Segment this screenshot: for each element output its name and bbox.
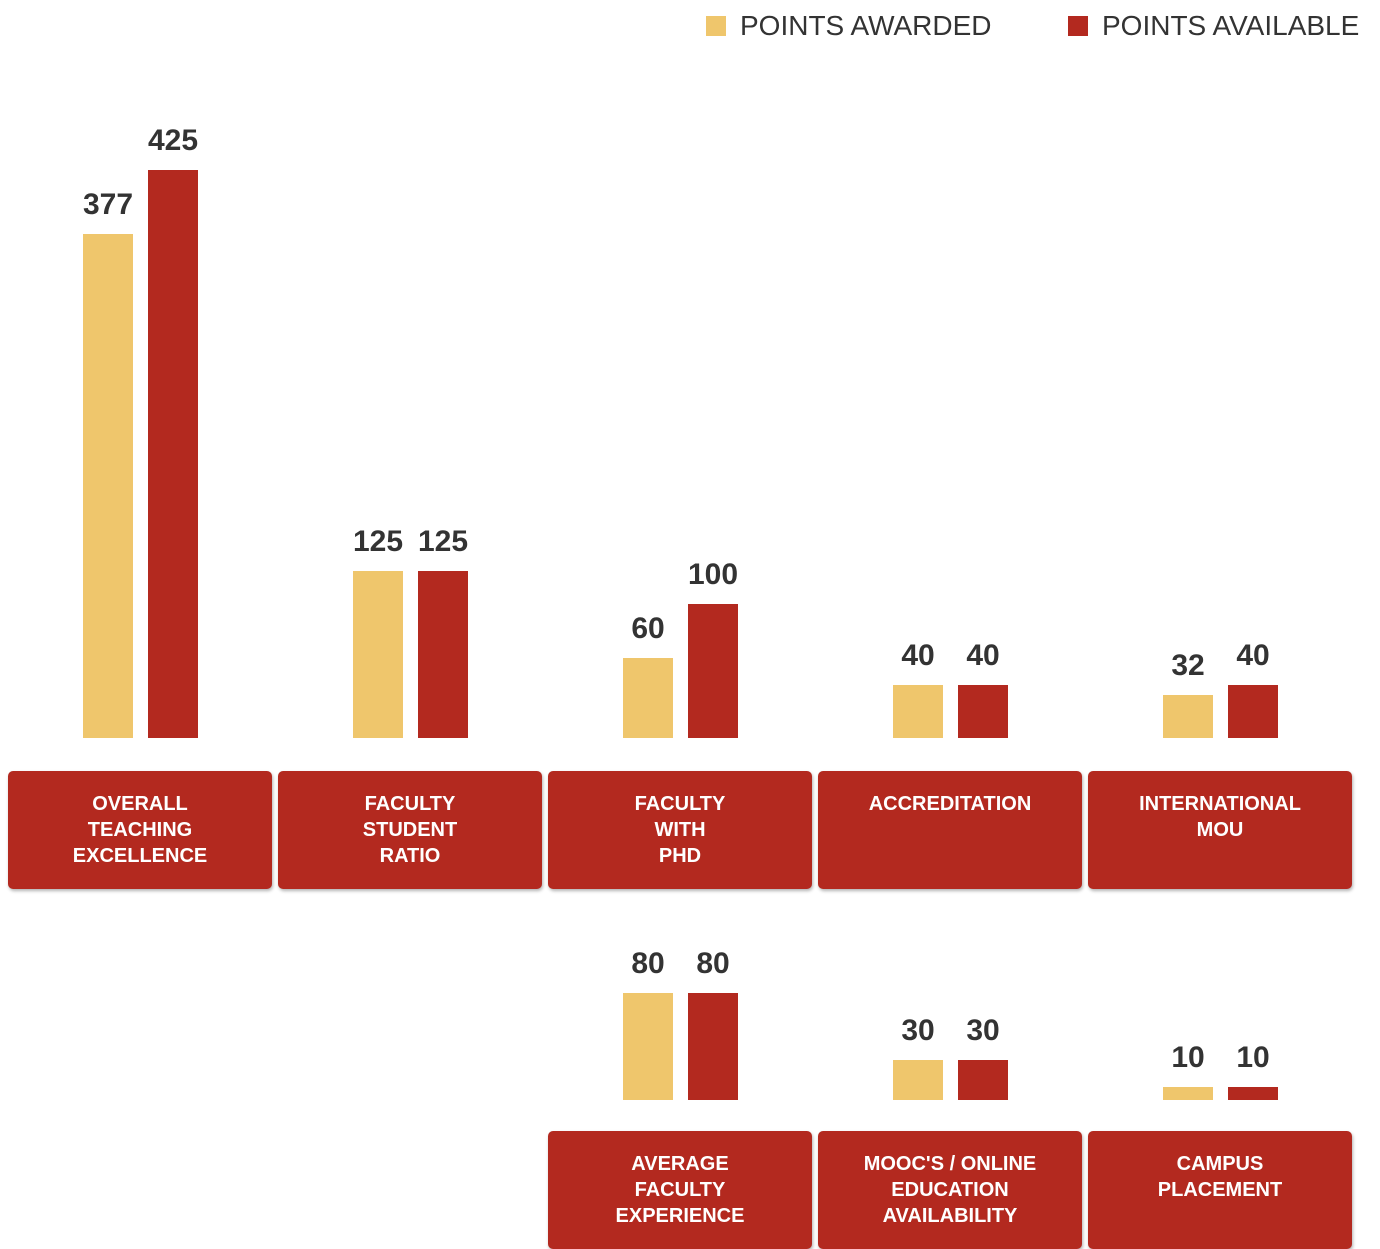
bar (958, 684, 1008, 738)
bar (1163, 695, 1213, 738)
category-label: FACULTY WITH PHD (548, 771, 812, 889)
legend-label: POINTS AWARDED (740, 10, 992, 41)
bar (688, 604, 738, 738)
category-label: FACULTY STUDENT RATIO (278, 771, 542, 889)
value-label: 32 (1171, 649, 1205, 683)
category-label: OVERALL TEACHING EXCELLENCE (8, 771, 272, 889)
legend-swatch (1068, 16, 1088, 36)
value-label: 425 (147, 124, 199, 157)
category-label: CAMPUS PLACEMENT (1088, 1131, 1352, 1249)
value-label: 40 (901, 638, 935, 672)
bar (958, 1059, 1008, 1100)
category-label: MOOC'S / ONLINE EDUCATION AVAILABILITY (818, 1131, 1082, 1249)
category-label: AVERAGE FACULTY EXPERIENCE (548, 1131, 812, 1249)
value-label: 40 (966, 638, 1000, 672)
bar (1228, 1086, 1278, 1100)
bar (1228, 684, 1278, 738)
legend-swatch (706, 16, 726, 36)
bar (688, 993, 738, 1100)
bar (893, 684, 943, 738)
value-label: 10 (1236, 1040, 1270, 1074)
value-label: 80 (696, 947, 730, 981)
value-label: 80 (631, 947, 665, 981)
value-label: 30 (901, 1013, 935, 1047)
value-label: 10 (1171, 1040, 1205, 1074)
category-label: ACCREDITATION (818, 771, 1082, 889)
value-label: 40 (1236, 638, 1270, 672)
bar (353, 570, 403, 738)
bar (83, 234, 133, 738)
value-label: 125 (352, 524, 404, 558)
legend-label: POINTS AVAILABLE (1102, 10, 1360, 41)
value-label: 125 (417, 524, 469, 558)
value-label: 60 (631, 611, 665, 645)
bar (418, 570, 468, 738)
bar (1163, 1086, 1213, 1100)
value-label: 100 (687, 558, 739, 592)
bar (893, 1059, 943, 1100)
category-label: INTERNATIONAL MOU (1088, 771, 1352, 889)
bar (148, 170, 198, 738)
bar (623, 993, 673, 1100)
bar (623, 657, 673, 738)
value-label: 377 (82, 188, 134, 222)
value-label: 30 (966, 1013, 1000, 1047)
